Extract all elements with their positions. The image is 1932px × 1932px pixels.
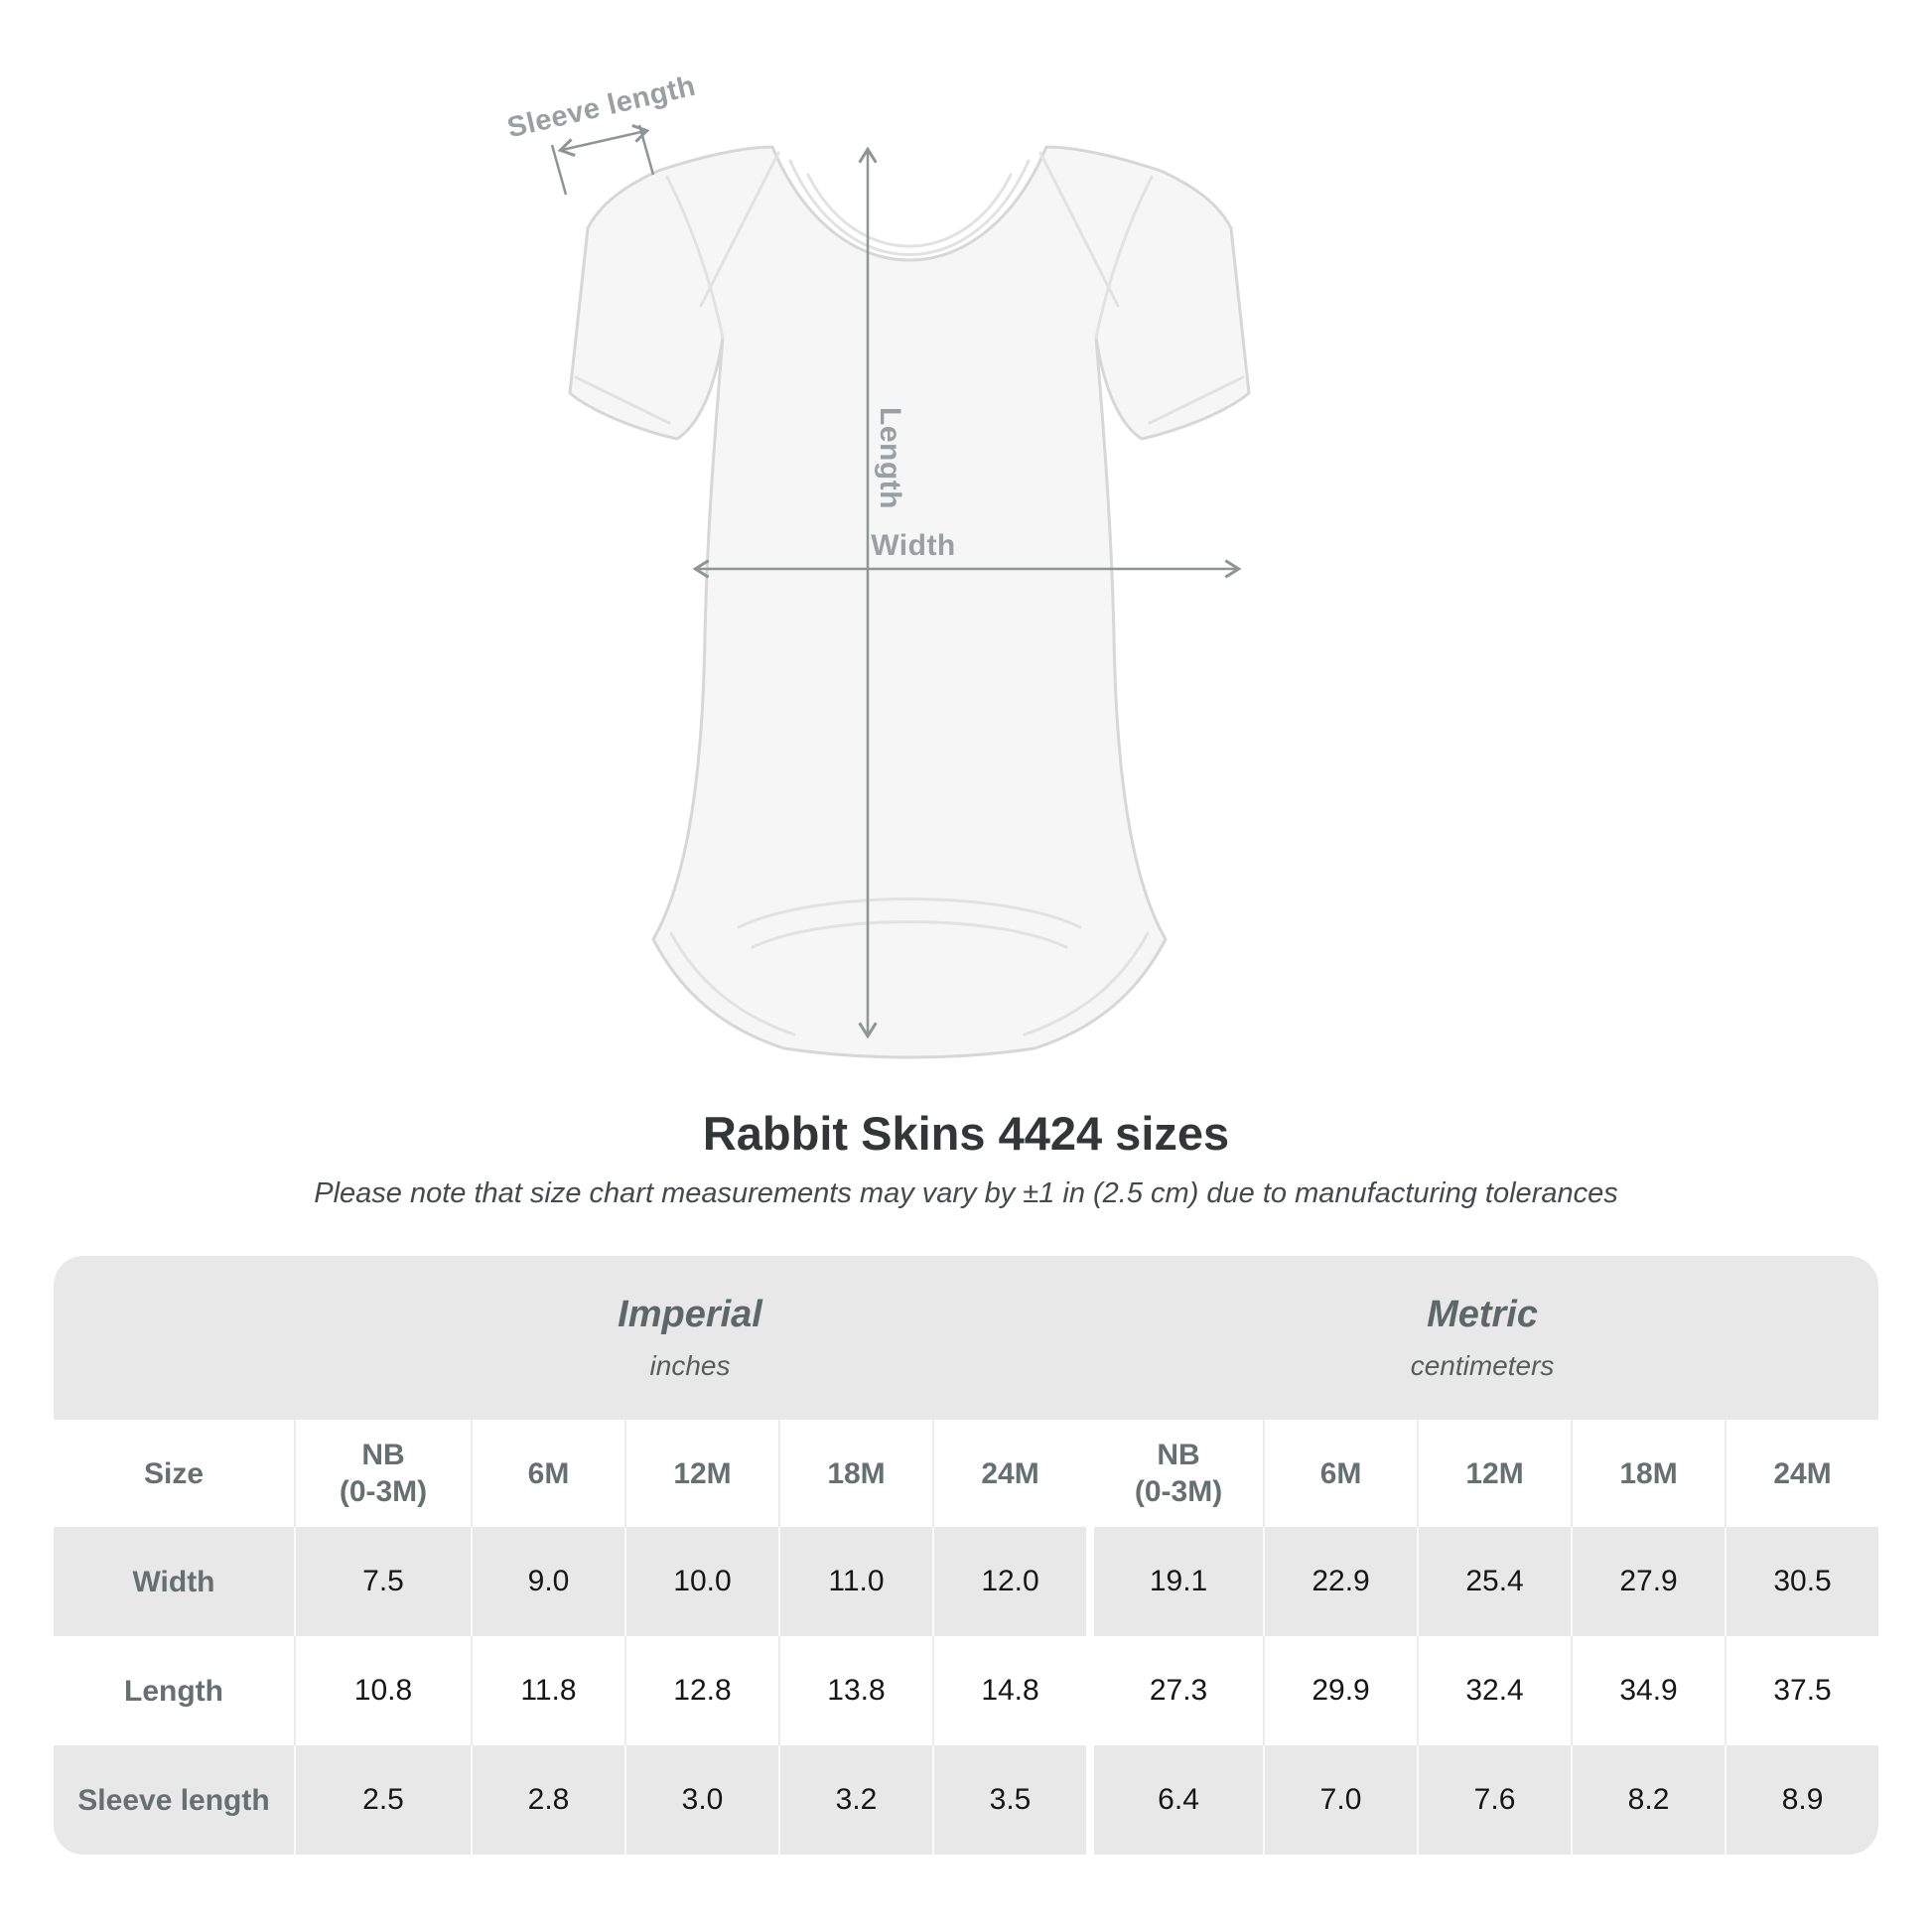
sleeve-length-arrow — [557, 124, 650, 157]
sleeve-imperial-12m: 3.0 — [624, 1745, 778, 1856]
unit-group-row: Imperial inches Metric centimeters — [54, 1256, 1878, 1421]
length-metric-6m: 29.9 — [1263, 1636, 1418, 1746]
col-imperial-6m: 6M — [471, 1420, 624, 1528]
dimension-arrows — [550, 124, 1242, 1039]
col-metric-18m: 18M — [1571, 1420, 1725, 1528]
sleeve-tick-right — [637, 124, 655, 176]
table-row-length: Length 10.8 11.8 12.8 13.8 14.8 27.3 29.… — [54, 1636, 1878, 1746]
length-metric-18m: 34.9 — [1571, 1636, 1725, 1746]
page-title: Rabbit Skins 4424 sizes — [702, 1107, 1230, 1160]
col-metric-nb: NB (0-3M) — [1086, 1420, 1264, 1528]
sleeve-imperial-nb: 2.5 — [294, 1745, 471, 1856]
onesie-seam-lines — [574, 151, 1245, 1036]
width-metric-12m: 25.4 — [1417, 1527, 1572, 1637]
table-row-sleeve-length: Sleeve length 2.5 2.8 3.0 3.2 3.5 6.4 7.… — [54, 1745, 1878, 1856]
imperial-group-header: Imperial inches — [294, 1256, 1087, 1421]
length-imperial-24m: 14.8 — [932, 1636, 1087, 1746]
length-metric-nb: 27.3 — [1086, 1636, 1264, 1746]
sleeve-imperial-18m: 3.2 — [778, 1745, 932, 1856]
sleeve-imperial-24m: 3.5 — [932, 1745, 1087, 1856]
col-imperial-18m: 18M — [778, 1420, 932, 1528]
width-metric-18m: 27.9 — [1571, 1527, 1725, 1637]
length-imperial-12m: 12.8 — [624, 1636, 778, 1746]
length-metric-24m: 37.5 — [1725, 1636, 1878, 1746]
width-imperial-18m: 11.0 — [778, 1527, 932, 1637]
sleeve-metric-12m: 7.6 — [1417, 1745, 1572, 1856]
col-metric-6m: 6M — [1263, 1420, 1418, 1528]
col-imperial-nb: NB (0-3M) — [294, 1420, 471, 1528]
width-imperial-24m: 12.0 — [932, 1527, 1087, 1637]
width-metric-6m: 22.9 — [1263, 1527, 1418, 1637]
tolerance-note: Please note that size chart measurements… — [314, 1177, 1618, 1210]
size-column-header: Size — [54, 1420, 294, 1528]
sleeve-metric-nb: 6.4 — [1086, 1745, 1264, 1856]
sleeve-metric-6m: 7.0 — [1263, 1745, 1418, 1856]
size-table-container: Imperial inches Metric centimeters Size … — [54, 1256, 1878, 1856]
width-label: Width — [871, 529, 956, 562]
row-label-sleeve-length: Sleeve length — [54, 1745, 294, 1856]
width-imperial-nb: 7.5 — [294, 1527, 471, 1637]
column-header-row: Size NB (0-3M) 6M 12M 18M 24M NB (0-3M) … — [54, 1420, 1878, 1528]
width-imperial-6m: 9.0 — [471, 1527, 624, 1637]
band-spacer — [54, 1256, 294, 1421]
row-label-length: Length — [54, 1636, 294, 1746]
col-metric-12m: 12M — [1417, 1420, 1572, 1528]
onesie-body-shape — [568, 145, 1251, 1059]
imperial-group-unit: inches — [649, 1350, 731, 1382]
sleeve-tick-left — [550, 144, 568, 196]
metric-group-name: Metric — [1427, 1294, 1538, 1336]
length-imperial-6m: 11.8 — [471, 1636, 624, 1746]
size-table: Imperial inches Metric centimeters Size … — [54, 1256, 1878, 1856]
imperial-group-name: Imperial — [618, 1294, 762, 1336]
length-imperial-nb: 10.8 — [294, 1636, 471, 1746]
width-imperial-12m: 10.0 — [624, 1527, 778, 1637]
length-metric-12m: 32.4 — [1417, 1636, 1572, 1746]
width-metric-nb: 19.1 — [1086, 1527, 1264, 1637]
col-imperial-24m: 24M — [932, 1420, 1087, 1528]
width-metric-24m: 30.5 — [1725, 1527, 1878, 1637]
length-imperial-18m: 13.8 — [778, 1636, 932, 1746]
row-label-width: Width — [54, 1527, 294, 1637]
length-label: Length — [874, 407, 906, 509]
table-row-width: Width 7.5 9.0 10.0 11.0 12.0 19.1 22.9 2… — [54, 1527, 1878, 1637]
metric-group-unit: centimeters — [1410, 1350, 1555, 1382]
col-metric-24m: 24M — [1725, 1420, 1878, 1528]
col-imperial-12m: 12M — [624, 1420, 778, 1528]
sleeve-metric-24m: 8.9 — [1725, 1745, 1878, 1856]
sleeve-metric-18m: 8.2 — [1571, 1745, 1725, 1856]
metric-group-header: Metric centimeters — [1086, 1256, 1878, 1421]
onesie-illustration — [550, 124, 1251, 1059]
sleeve-imperial-6m: 2.8 — [471, 1745, 624, 1856]
garment-measurement-diagram: Sleeve length Length Width — [504, 70, 1251, 1059]
